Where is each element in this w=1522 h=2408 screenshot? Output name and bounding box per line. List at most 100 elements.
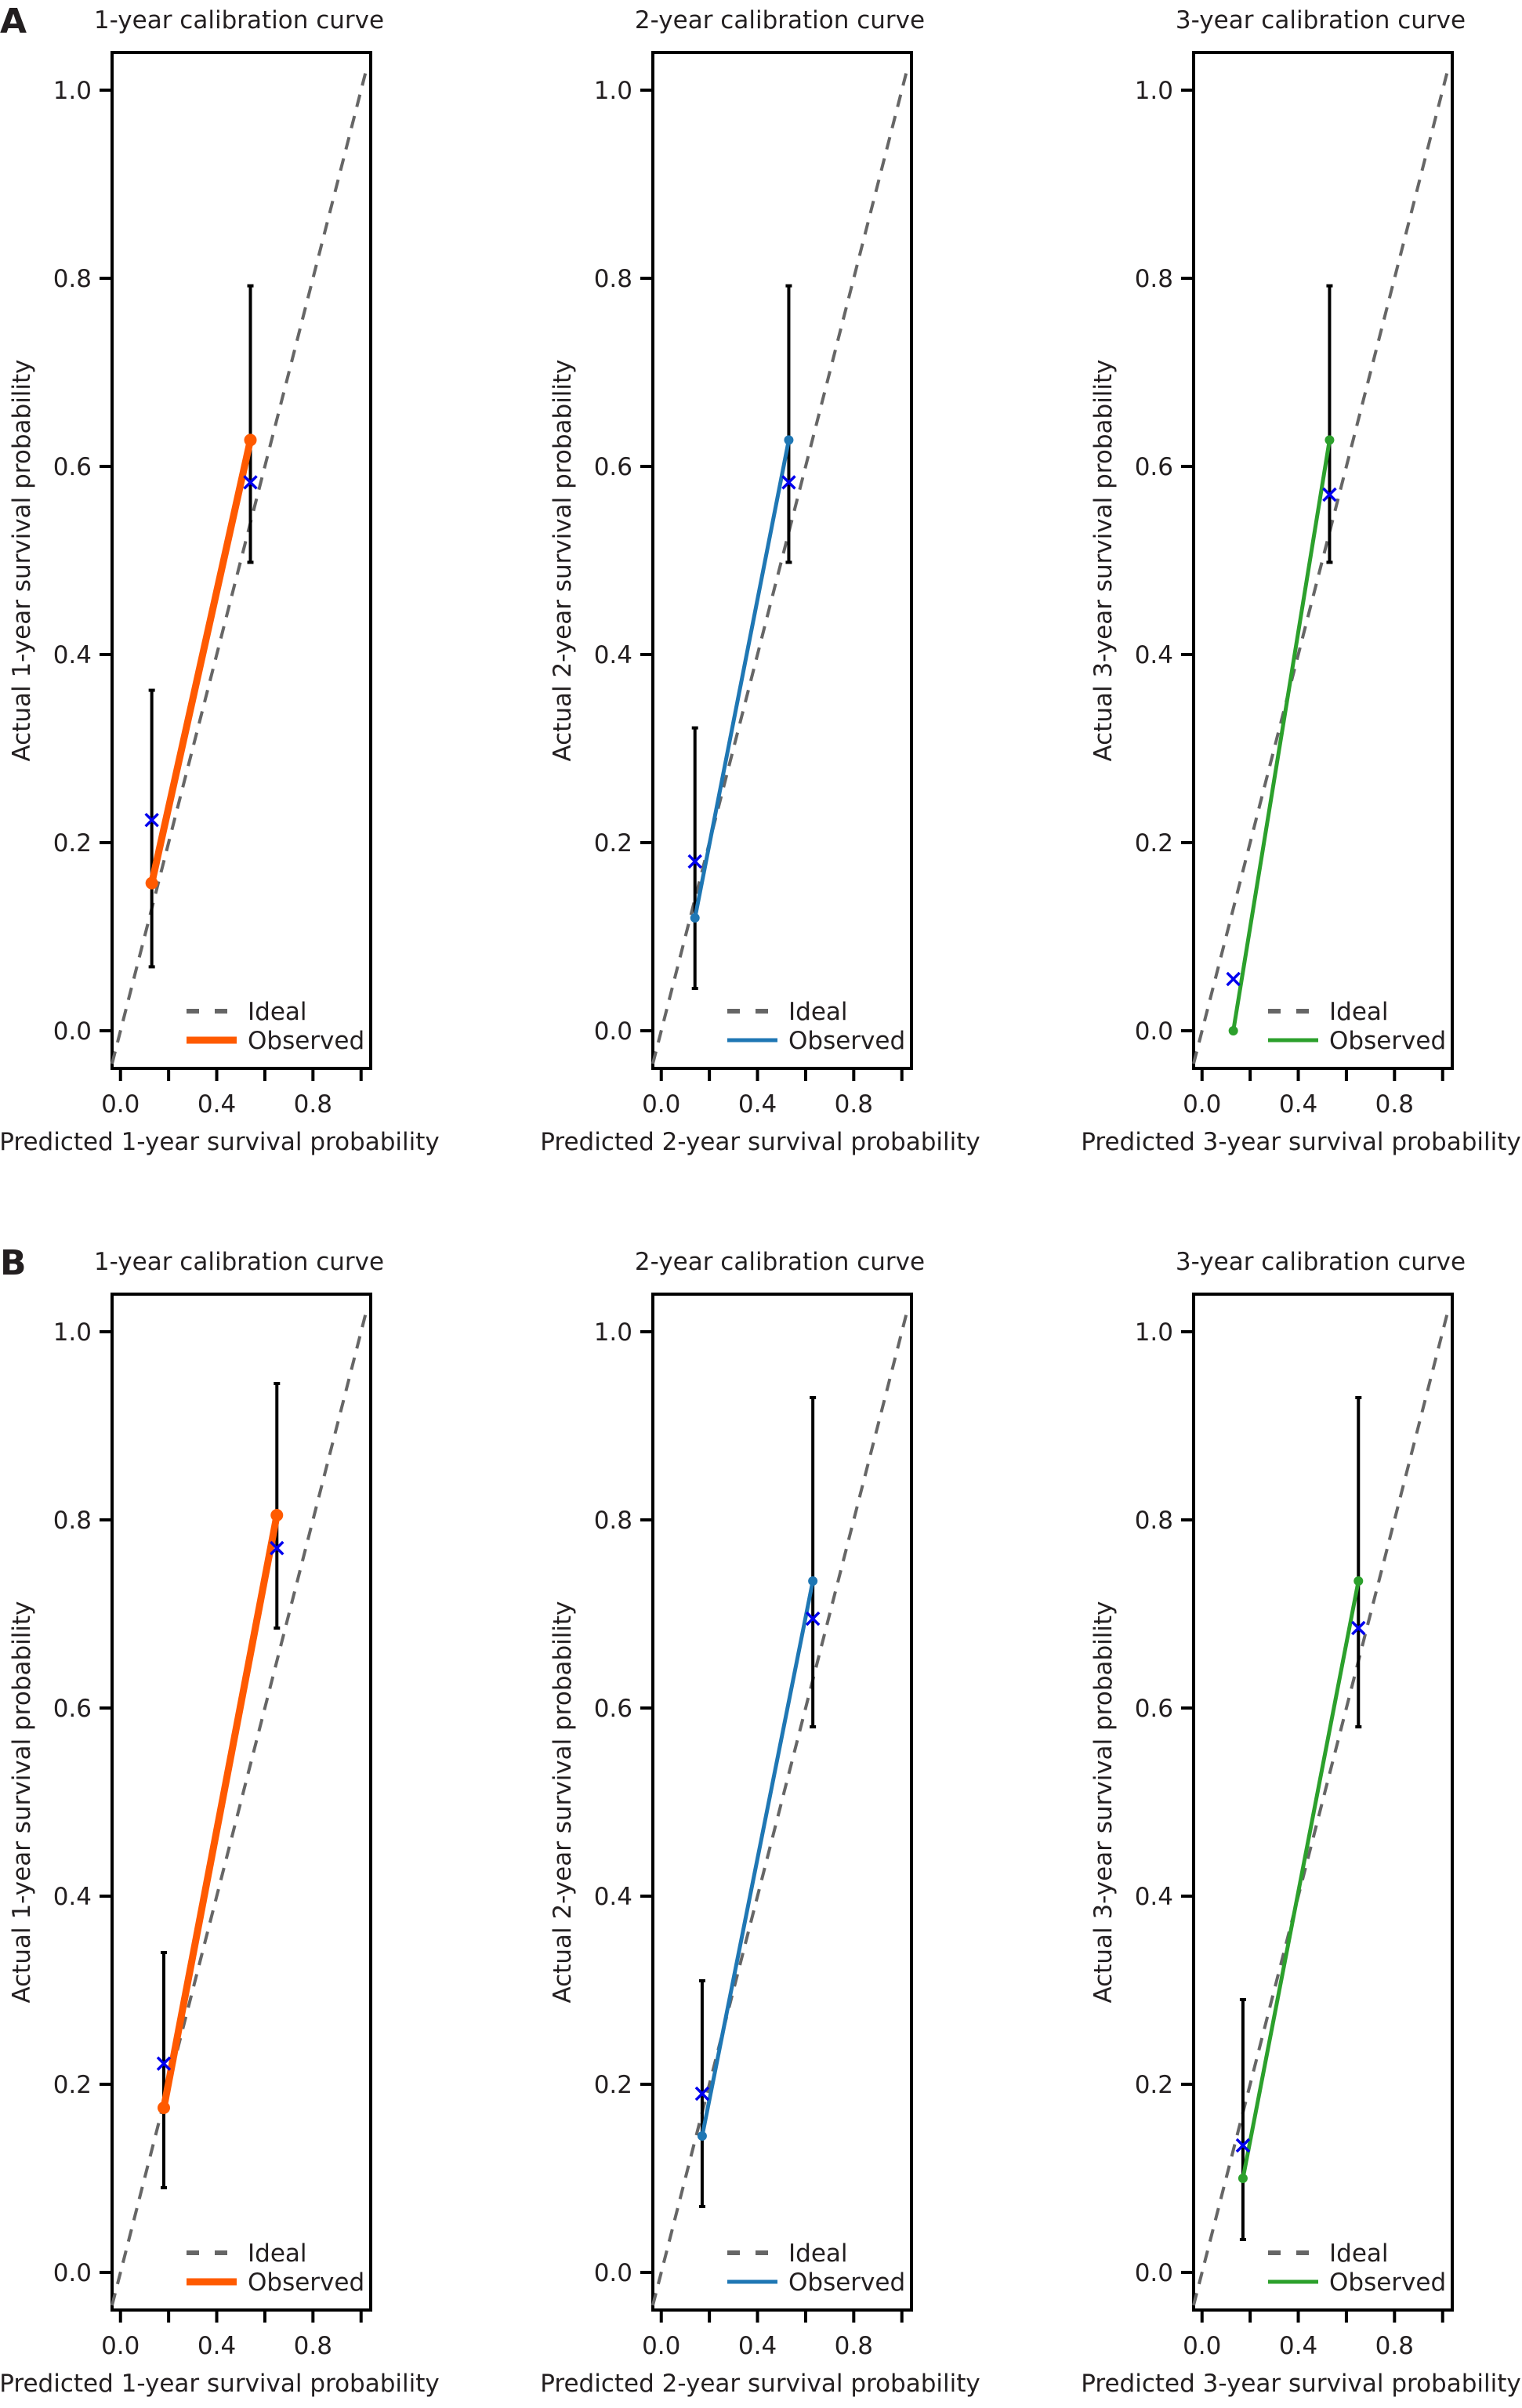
x-tick-label: 0.8 <box>835 1090 873 1119</box>
y-tick-label: 1.0 <box>53 1318 92 1347</box>
y-axis-label: Actual 3-year survival probability <box>1089 359 1118 761</box>
x-axis-label: Predicted 1-year survival probability <box>0 1128 440 1156</box>
x-tick-label: 0.8 <box>294 2332 332 2360</box>
y-tick-label: 0.4 <box>53 1883 92 1911</box>
bias-corrected-x-mark <box>1322 487 1337 502</box>
y-axis-label: Actual 2-year survival probability <box>549 1601 577 2003</box>
bias-corrected-x-mark <box>156 2056 172 2071</box>
x-axis-label: Predicted 3-year survival probability <box>1081 1128 1520 1156</box>
legend-observed-label: Observed <box>248 2268 364 2297</box>
y-tick-label: 0.0 <box>1135 1017 1173 1046</box>
calibration-panel: 1-year calibration curve 0.0 0.2 0.4 0.6 0.8 1… <box>0 1248 440 2398</box>
x-tick-label: 0.8 <box>1375 1090 1414 1119</box>
y-tick-label: 0.0 <box>53 2259 92 2287</box>
x-tick-label: 0.8 <box>835 2332 873 2360</box>
y-tick-label: 0.0 <box>594 2259 632 2287</box>
x-tick-label: 0.0 <box>101 1090 140 1119</box>
y-tick-label: 0.0 <box>53 1017 92 1046</box>
x-tick-label: 0.0 <box>1183 1090 1221 1119</box>
y-axis-label: Actual 2-year survival probability <box>549 359 577 761</box>
x-tick-label: 0.4 <box>738 1090 777 1119</box>
chart-title: 1-year calibration curve <box>94 6 384 34</box>
legend-ideal-label: Ideal <box>788 998 848 1026</box>
ideal-line <box>1192 71 1449 1064</box>
observed-point <box>697 2131 707 2141</box>
y-tick-label: 0.8 <box>594 265 632 293</box>
x-tick-label: 0.4 <box>1279 1090 1317 1119</box>
bias-corrected-x-mark <box>1351 1620 1366 1636</box>
bias-corrected-x-mark <box>687 854 702 869</box>
plot-frame <box>651 1293 913 2312</box>
y-tick-label: 1.0 <box>1135 1318 1173 1347</box>
observed-point <box>244 433 257 447</box>
chart-title: 3-year calibration curve <box>1176 6 1466 34</box>
y-tick-label: 0.8 <box>53 1507 92 1535</box>
chart-title: 2-year calibration curve <box>635 1248 925 1276</box>
observed-point <box>784 435 794 445</box>
x-axis-label: Predicted 1-year survival probability <box>0 2370 440 2398</box>
y-tick-label: 0.2 <box>53 829 92 858</box>
observed-line <box>160 1514 281 2109</box>
legend-ideal-label: Ideal <box>788 2239 848 2268</box>
calibration-panel: 3-year calibration curve 0.0 0.2 0.4 0.6 0.8 1… <box>1081 6 1520 1156</box>
x-tick-label: 0.0 <box>642 1090 680 1119</box>
bias-corrected-x-mark <box>781 475 796 490</box>
y-tick-label: 0.4 <box>594 641 632 669</box>
plot-frame <box>1192 51 1454 1070</box>
bias-corrected-x-mark <box>694 2086 710 2102</box>
observed-point <box>145 876 158 890</box>
chart-title: 3-year calibration curve <box>1176 1248 1466 1276</box>
plot-frame <box>111 1293 372 2312</box>
x-tick-label: 0.8 <box>294 1090 332 1119</box>
ideal-line <box>111 71 368 1064</box>
bias-corrected-x-mark <box>805 1611 821 1626</box>
legend-observed-label: Observed <box>1329 2268 1446 2297</box>
legend-ideal-label: Ideal <box>1329 2239 1389 2268</box>
x-tick-label: 0.4 <box>197 2332 236 2360</box>
y-tick-label: 1.0 <box>594 77 632 105</box>
y-tick-label: 0.2 <box>594 829 632 858</box>
y-tick-label: 0.4 <box>594 1883 632 1911</box>
y-axis-label: Actual 1-year survival probability <box>8 1601 36 2003</box>
bias-corrected-x-mark <box>1226 971 1241 987</box>
bias-corrected-x-mark <box>270 1540 284 1556</box>
x-tick-label: 0.0 <box>642 2332 680 2360</box>
plot-frame <box>1192 1293 1454 2312</box>
y-tick-label: 0.8 <box>594 1507 632 1535</box>
bias-corrected-x-mark <box>1235 2138 1251 2153</box>
ideal-line <box>651 1312 908 2306</box>
y-tick-label: 0.6 <box>53 453 92 481</box>
y-tick-label: 0.0 <box>1135 2259 1173 2287</box>
y-tick-label: 1.0 <box>1135 77 1173 105</box>
x-tick-label: 0.0 <box>101 2332 140 2360</box>
legend-observed-label: Observed <box>788 1027 905 1055</box>
chart-title: 2-year calibration curve <box>635 6 925 34</box>
ideal-line <box>651 71 908 1064</box>
y-tick-label: 0.0 <box>594 1017 632 1046</box>
calibration-panel: 2-year calibration curve 0.0 0.2 0.4 0.6 0.8 1… <box>540 1248 980 2398</box>
calibration-panel: 2-year calibration curve 0.0 0.2 0.4 0.6 0.8 1… <box>540 6 980 1156</box>
plot-frame <box>111 51 372 1070</box>
observed-point <box>1238 2174 1248 2183</box>
y-axis-label: Actual 3-year survival probability <box>1089 1601 1118 2003</box>
bias-corrected-x-mark <box>243 475 258 490</box>
y-tick-label: 0.8 <box>1135 265 1173 293</box>
x-axis-label: Predicted 3-year survival probability <box>1081 2370 1520 2398</box>
legend-ideal-label: Ideal <box>1329 998 1389 1026</box>
observed-point <box>270 1509 284 1521</box>
y-tick-label: 0.2 <box>53 2071 92 2099</box>
bias-corrected-x-mark <box>144 812 159 828</box>
y-tick-label: 0.2 <box>594 2071 632 2099</box>
calibration-panel: 1-year calibration curve 0.0 0.2 0.4 0.6 0.8 1… <box>0 6 440 1156</box>
panel-label-a: A <box>0 2 27 42</box>
ideal-line <box>111 1312 368 2306</box>
legend-observed-label: Observed <box>1329 1027 1446 1055</box>
y-tick-label: 0.2 <box>1135 2071 1173 2099</box>
y-tick-label: 1.0 <box>594 1318 632 1347</box>
observed-point <box>1353 1576 1364 1586</box>
observed-point <box>1228 1026 1238 1035</box>
x-tick-label: 0.4 <box>738 2332 777 2360</box>
y-tick-label: 0.4 <box>1135 641 1173 669</box>
y-tick-label: 0.2 <box>1135 829 1173 858</box>
observed-point <box>158 2102 170 2114</box>
